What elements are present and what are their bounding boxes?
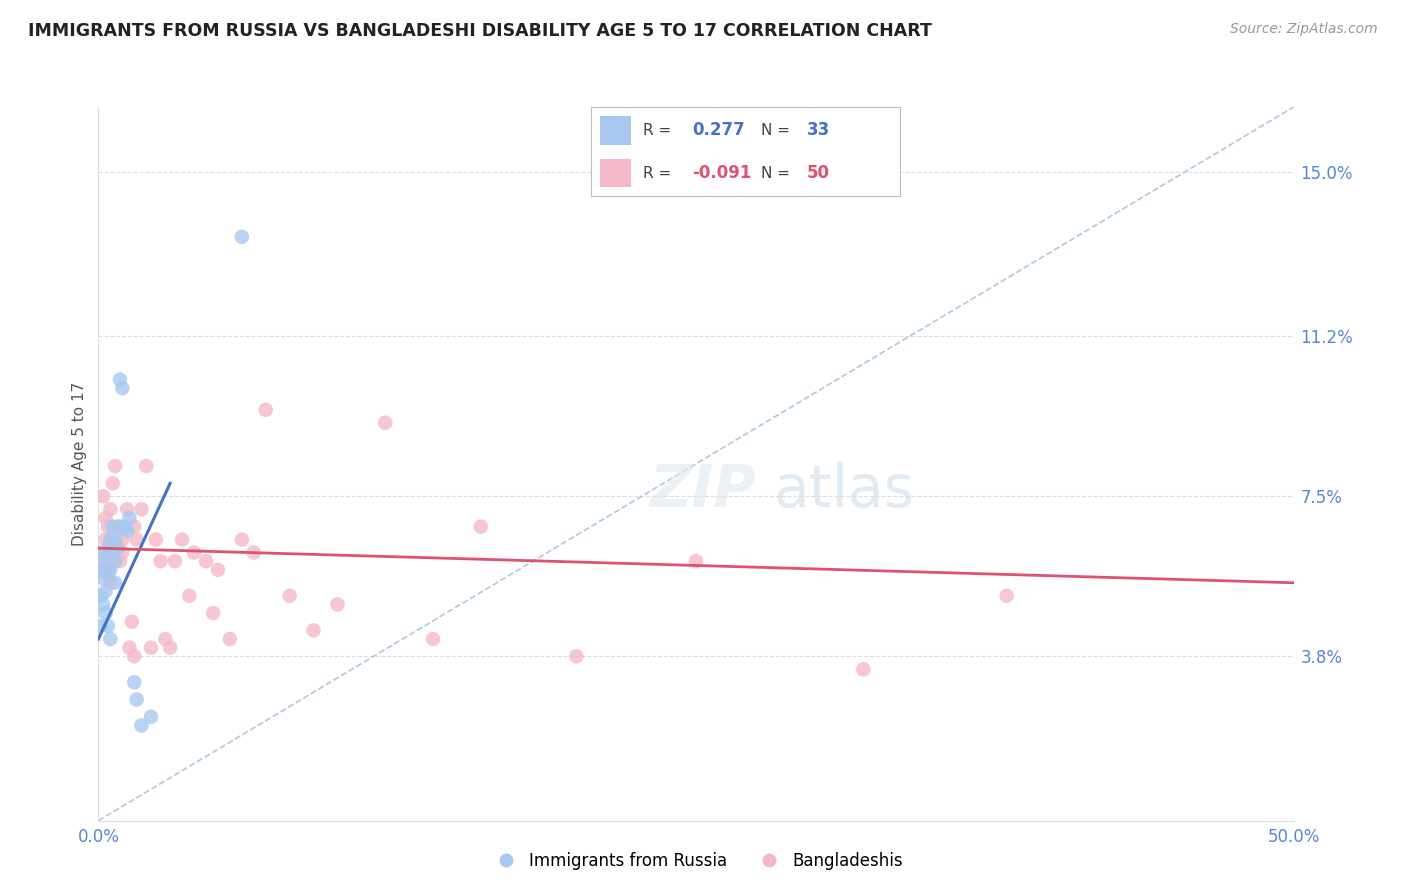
Point (131, 718, 153, 732)
Point (124, 519, 146, 533)
Point (94, 533, 117, 547)
Point (108, 554, 131, 568)
Point (104, 533, 127, 547)
Point (115, 524, 138, 538)
Point (97, 519, 120, 533)
Point (108, 372, 131, 386)
Text: Source: ZipAtlas.com: Source: ZipAtlas.com (1230, 22, 1378, 37)
Point (97, 563, 120, 577)
Point (219, 632, 242, 646)
Point (94, 563, 117, 577)
Text: -0.091: -0.091 (693, 164, 752, 182)
Text: 33: 33 (807, 121, 831, 139)
Text: ZIP: ZIP (650, 462, 756, 519)
Point (90, 619, 112, 633)
Point (101, 545, 124, 559)
Point (98, 563, 122, 577)
Point (115, 502, 138, 516)
Point (183, 545, 205, 559)
Point (98, 632, 122, 646)
Bar (600, 159, 631, 187)
Point (995, 589, 1018, 603)
Point (155, 632, 177, 646)
Point (125, 692, 148, 706)
Point (172, 533, 194, 547)
Point (139, 640, 162, 655)
Point (107, 541, 129, 556)
Text: 0.277: 0.277 (693, 121, 745, 139)
Point (101, 519, 124, 533)
Point (118, 511, 141, 525)
Point (94, 545, 117, 559)
Point (135, 458, 157, 473)
Point (94, 511, 117, 525)
Point (114, 519, 136, 533)
Point (118, 640, 141, 655)
Point (107, 519, 129, 533)
Point (91, 554, 114, 568)
Point (125, 533, 148, 547)
Text: atlas: atlas (773, 462, 914, 519)
Text: N =: N = (761, 166, 794, 180)
Point (374, 416, 396, 430)
Point (97, 619, 120, 633)
Point (124, 675, 146, 690)
Point (90, 545, 112, 559)
Text: R =: R = (643, 166, 676, 180)
Point (91, 554, 114, 568)
Point (207, 563, 229, 577)
Point (101, 476, 124, 491)
Point (94, 584, 117, 599)
Point (98, 533, 122, 547)
Legend: Immigrants from Russia, Bangladeshis: Immigrants from Russia, Bangladeshis (482, 846, 910, 877)
Point (104, 554, 127, 568)
Point (104, 458, 127, 473)
Point (91, 489, 114, 503)
Point (104, 554, 127, 568)
Point (111, 381, 134, 395)
Point (98, 575, 122, 590)
Point (159, 640, 181, 655)
Point (194, 554, 218, 568)
Point (302, 624, 325, 638)
Point (91, 571, 114, 585)
Point (565, 649, 588, 664)
Y-axis label: Disability Age 5 to 17: Disability Age 5 to 17 (72, 382, 87, 546)
Point (852, 662, 875, 676)
Point (111, 545, 134, 559)
Point (179, 589, 201, 603)
Point (163, 554, 186, 568)
Point (202, 606, 225, 620)
Text: IMMIGRANTS FROM RUSSIA VS BANGLADESHI DISABILITY AGE 5 TO 17 CORRELATION CHART: IMMIGRANTS FROM RUSSIA VS BANGLADESHI DI… (28, 22, 932, 40)
Point (98, 502, 122, 516)
Point (90, 589, 112, 603)
Bar (600, 116, 631, 145)
Point (278, 589, 301, 603)
Point (97, 541, 120, 556)
Point (131, 502, 153, 516)
Point (111, 533, 134, 547)
Point (91, 598, 114, 612)
Point (149, 554, 172, 568)
Point (139, 710, 162, 724)
Point (422, 632, 444, 646)
Point (108, 519, 131, 533)
Point (94, 606, 117, 620)
Point (90, 563, 112, 577)
Point (121, 615, 143, 629)
Point (470, 519, 492, 533)
Text: N =: N = (761, 123, 794, 137)
Point (326, 598, 349, 612)
Point (685, 554, 707, 568)
Point (254, 402, 277, 417)
Text: R =: R = (643, 123, 676, 137)
Text: 50: 50 (807, 164, 830, 182)
Point (231, 229, 253, 244)
Point (104, 575, 127, 590)
Point (97, 567, 120, 582)
Point (231, 533, 253, 547)
Point (243, 545, 266, 559)
Point (145, 533, 167, 547)
Point (124, 649, 146, 664)
